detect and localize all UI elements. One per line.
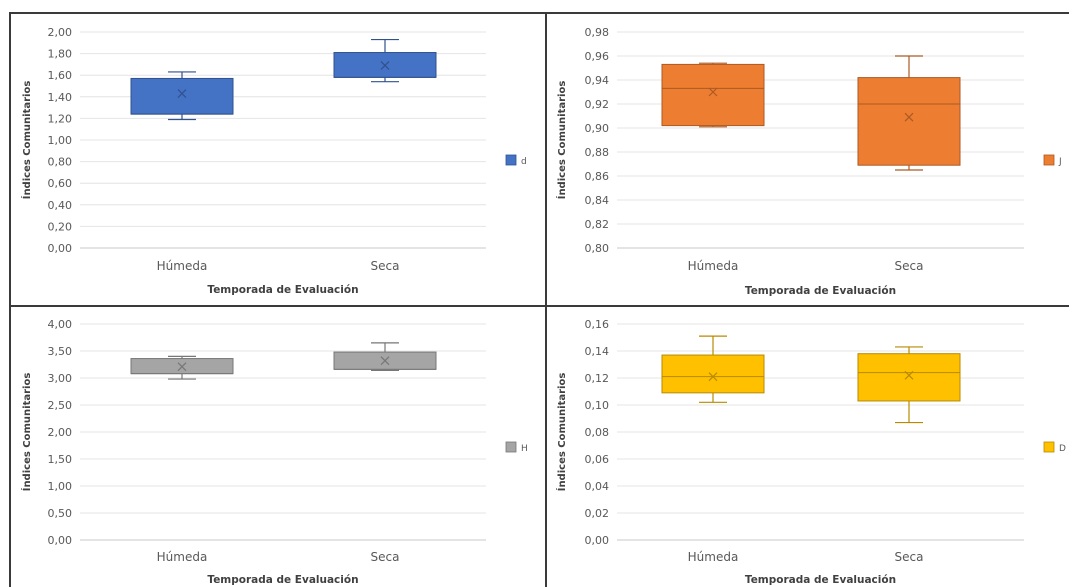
x-axis-title: Temporada de Evaluación xyxy=(207,574,358,586)
x-category-label: Seca xyxy=(895,550,924,564)
mean-marker xyxy=(708,87,718,97)
x-axis-title: Temporada de Evaluación xyxy=(207,284,358,296)
y-tick-label: 0,80 xyxy=(48,156,73,169)
y-tick-label: 1,50 xyxy=(48,453,73,466)
y-tick-label: 0,02 xyxy=(585,507,610,520)
x-axis-title: Temporada de Evaluación xyxy=(745,574,896,586)
x-category-label: Seca xyxy=(895,259,924,273)
y-tick-label: 0,06 xyxy=(585,453,610,466)
y-tick-label: 0,88 xyxy=(585,146,610,159)
x-axis-title: Temporada de Evaluación xyxy=(745,285,896,297)
chart-panel-J: 0,80 0,82 0,84 0,86 0,88 0,90 0,92 0,94 0,96 0,98… xyxy=(555,26,1062,297)
panel-divider-vertical xyxy=(545,12,547,587)
y-tick-label: 0,94 xyxy=(585,74,610,87)
mean-marker xyxy=(904,112,914,122)
y-tick-label: 0,60 xyxy=(48,177,73,190)
x-category-label: Seca xyxy=(371,550,400,564)
box-iqr xyxy=(661,63,765,127)
box-iqr xyxy=(857,353,961,402)
legend-label: D xyxy=(1059,444,1066,454)
mean-marker xyxy=(380,356,390,366)
y-tick-label: 0,10 xyxy=(585,399,610,412)
y-tick-label: 0,20 xyxy=(48,220,73,233)
mean-marker xyxy=(380,61,390,70)
y-tick-label: 0,00 xyxy=(585,534,610,547)
y-tick-label: 0,40 xyxy=(48,199,73,212)
y-tick-label: 2,50 xyxy=(48,399,73,412)
y-tick-label: 0,12 xyxy=(585,372,610,385)
y-tick-label: 0,98 xyxy=(585,26,610,39)
y-tick-label: 0,92 xyxy=(585,98,610,111)
y-tick-label: 1,20 xyxy=(48,112,73,125)
legend-swatch xyxy=(1043,441,1055,453)
y-tick-label: 0,82 xyxy=(585,218,610,231)
y-tick-label: 0,84 xyxy=(585,194,610,207)
x-category-label: Húmeda xyxy=(688,259,739,273)
y-axis-title: Índices Comunitarios xyxy=(555,373,568,492)
mean-marker xyxy=(177,362,187,372)
y-tick-label: 0,14 xyxy=(585,345,610,358)
y-tick-label: 2,00 xyxy=(48,426,73,439)
mean-marker xyxy=(708,372,718,382)
x-category-label: Seca xyxy=(371,259,400,273)
y-tick-label: 0,86 xyxy=(585,170,610,183)
y-tick-label: 1,40 xyxy=(48,91,73,104)
figure-frame xyxy=(9,12,1069,587)
y-tick-label: 0,90 xyxy=(585,122,610,135)
y-tick-label: 0,00 xyxy=(48,242,73,255)
y-tick-label: 3,00 xyxy=(48,372,73,385)
y-tick-label: 0,50 xyxy=(48,507,73,520)
chart-panel-H: 0,00 0,50 1,00 1,50 2,00 2,50 3,00 3,50 4,00 Húme… xyxy=(20,318,528,586)
box-iqr xyxy=(661,354,765,394)
mean-marker xyxy=(177,89,187,98)
chart-panel-D: 0,00 0,02 0,04 0,06 0,08 0,10 0,12 0,14 0,16 Húme… xyxy=(555,318,1066,586)
legend-swatch xyxy=(1043,154,1055,166)
legend-label: H xyxy=(521,444,528,454)
y-tick-label: 1,00 xyxy=(48,480,73,493)
y-axis-title: Índices Comunitarios xyxy=(20,373,33,492)
box-iqr xyxy=(857,77,961,166)
chart-panel-d: 0,00 0,20 0,40 0,60 0,80 1,00 1,20 1,40 1,60 1,80… xyxy=(20,26,527,296)
y-axis-title: Índices Comunitarios xyxy=(555,81,568,200)
panel-divider-horizontal xyxy=(9,305,1069,307)
y-tick-label: 0,04 xyxy=(585,480,610,493)
y-tick-label: 3,50 xyxy=(48,345,73,358)
box-iqr xyxy=(130,77,234,115)
y-tick-label: 2,00 xyxy=(48,26,73,39)
y-tick-label: 0,16 xyxy=(585,318,610,331)
y-tick-label: 4,00 xyxy=(48,318,73,331)
x-category-label: Húmeda xyxy=(157,259,208,273)
legend-label: d xyxy=(521,157,527,167)
y-tick-label: 0,96 xyxy=(585,50,610,63)
x-category-label: Húmeda xyxy=(688,550,739,564)
x-category-label: Húmeda xyxy=(157,550,208,564)
y-axis-title: Índices Comunitarios xyxy=(20,81,33,200)
y-tick-label: 0,80 xyxy=(585,242,610,255)
y-tick-label: 0,00 xyxy=(48,534,73,547)
legend-swatch xyxy=(505,441,517,453)
legend-swatch xyxy=(505,154,517,166)
legend-label: J xyxy=(1058,157,1062,167)
mean-marker xyxy=(904,370,914,380)
y-tick-label: 1,00 xyxy=(48,134,73,147)
y-tick-label: 1,60 xyxy=(48,69,73,82)
y-tick-label: 1,80 xyxy=(48,48,73,61)
y-tick-label: 0,08 xyxy=(585,426,610,439)
